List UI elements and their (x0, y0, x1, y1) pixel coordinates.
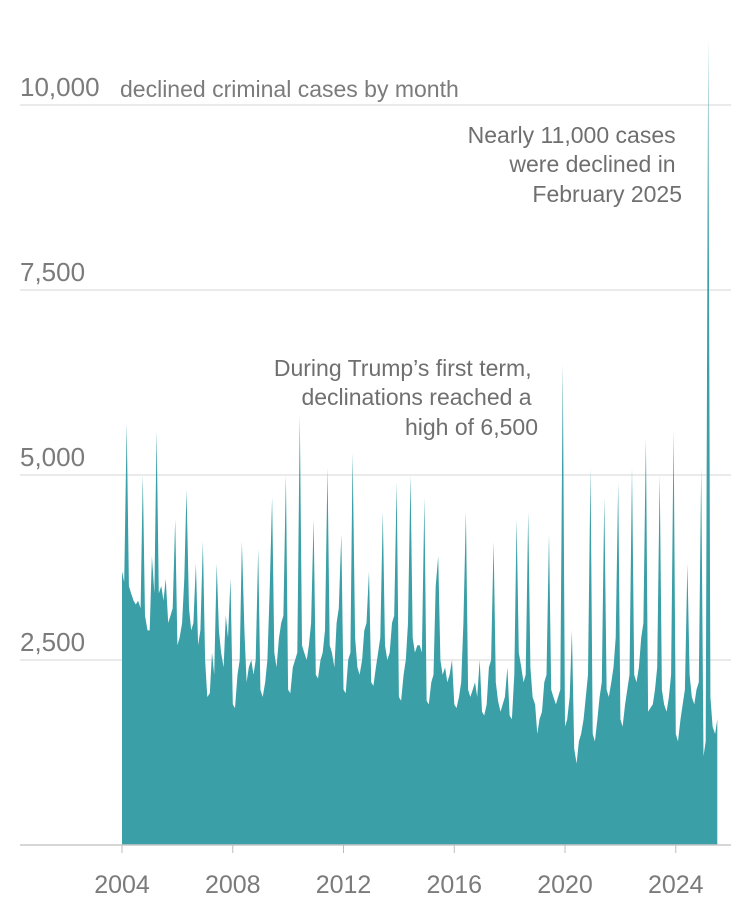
x-tick-label: 2020 (537, 871, 593, 899)
x-axis-ticks (121, 845, 677, 853)
y-axis-labels: 10,000 7,500 5,000 2,500 (20, 72, 100, 657)
y-tick-label: 10,000 (20, 72, 100, 102)
x-axis-labels: 2004 2008 2012 2016 2020 2024 (94, 871, 703, 899)
y-tick-label: 7,500 (20, 257, 85, 287)
y-tick-label: 5,000 (20, 442, 85, 472)
x-tick-label: 2012 (316, 871, 372, 899)
annotation-february-2025: Nearly 11,000 cases were declined in Feb… (468, 122, 682, 207)
declined-cases-area (122, 38, 718, 845)
annotation-trump-first-term: During Trump’s first term, declinations … (274, 355, 538, 440)
x-tick-label: 2004 (94, 871, 150, 899)
y-tick-label: 2,500 (20, 627, 85, 657)
x-tick-label: 2024 (648, 871, 704, 899)
x-tick-label: 2008 (205, 871, 261, 899)
chart-title: declined criminal cases by month (120, 76, 459, 102)
x-tick-label: 2016 (426, 871, 482, 899)
